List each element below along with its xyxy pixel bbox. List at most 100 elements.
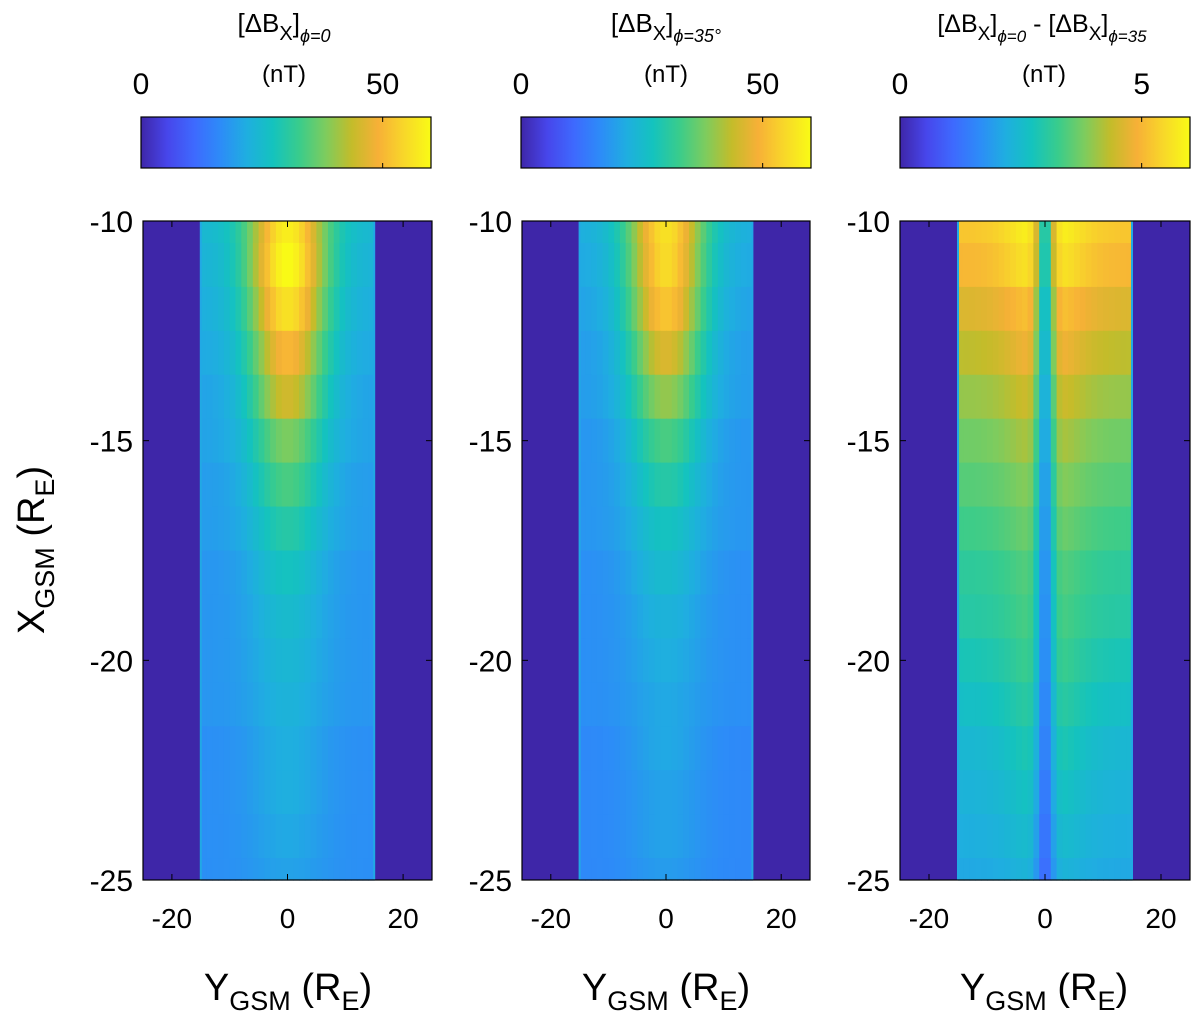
heatmap-cell: [1050, 221, 1058, 244]
heatmap-cell: [637, 286, 644, 332]
heatmap-cell: [333, 726, 341, 771]
heatmap-cell: [1091, 506, 1098, 552]
heatmap-cell: [1062, 726, 1069, 771]
heatmap-cell: [975, 242, 982, 288]
heatmap-cell: [1045, 506, 1052, 552]
heatmap-cell: [345, 770, 352, 815]
heatmap-cell: [322, 858, 329, 881]
heatmap-cell: [596, 221, 604, 244]
heatmap-cell: [602, 550, 609, 596]
heatmap-cell: [958, 550, 965, 596]
heatmap-cell: [654, 330, 661, 376]
heatmap-cell: [694, 374, 702, 420]
heatmap-cell: [247, 682, 254, 727]
heatmap-cell: [637, 374, 644, 420]
heatmap-cell: [666, 638, 673, 683]
heatmap-cell: [746, 682, 753, 727]
heatmap-cell: [654, 638, 661, 683]
heatmap-cell: [247, 858, 254, 881]
heatmap-cell: [1004, 418, 1011, 464]
heatmap-cell: [247, 374, 254, 420]
heatmap-cell: [987, 638, 994, 683]
heatmap-cell: [1016, 506, 1023, 552]
heatmap-cell: [356, 462, 364, 508]
heatmap-cell: [740, 682, 748, 727]
heatmap-cell: [987, 814, 994, 859]
heatmap-cell: [304, 726, 312, 771]
heatmap-cell: [631, 286, 638, 332]
heatmap-cell: [235, 726, 242, 771]
heatmap-cell: [671, 770, 679, 815]
heatmap-cell: [316, 462, 323, 508]
heatmap-cell: [712, 858, 719, 881]
heatmap-cell: [218, 594, 225, 639]
heatmap-cell: [746, 770, 753, 815]
heatmap-cell: [969, 330, 976, 376]
heatmap-cell: [608, 814, 615, 859]
heatmap-cell: [637, 814, 644, 859]
heatmap-cell: [735, 330, 742, 376]
heatmap-cell: [1120, 418, 1127, 464]
heatmap-cell: [585, 814, 592, 859]
x-tick-label: 0: [658, 903, 674, 934]
heatmap-cell: [304, 594, 312, 639]
heatmap-cell: [729, 330, 736, 376]
heatmap-cell: [1016, 638, 1023, 683]
heatmap-cell: [299, 814, 306, 859]
heatmap-cell: [1021, 682, 1029, 727]
heatmap-cell: [712, 418, 719, 464]
heatmap-cell: [1045, 770, 1052, 815]
heatmap-cell: [631, 242, 638, 288]
heatmap-cell: [345, 726, 352, 771]
heatmap-cell: [637, 242, 644, 288]
heatmap-cell: [368, 550, 375, 596]
panel-3-x-axis-label: YGSM (RE): [960, 967, 1128, 1016]
heatmap-cell: [1126, 330, 1133, 376]
heatmap-cell: [1027, 462, 1034, 508]
heatmap-cell: [1062, 462, 1069, 508]
panel-3-heatmap: -10 -15 -20 -25 -20 0 20: [847, 206, 1191, 934]
heatmap-cell: [1033, 374, 1040, 420]
heatmap-cell: [1021, 221, 1029, 244]
heatmap-cell: [327, 770, 335, 815]
heatmap-cell: [998, 770, 1005, 815]
heatmap-cell: [235, 374, 242, 420]
heatmap-cell: [1091, 374, 1098, 420]
heatmap-cell: [1103, 594, 1110, 639]
heatmap-cell: [241, 550, 248, 596]
heatmap-cell: [591, 242, 598, 288]
heatmap-cell: [223, 594, 231, 639]
heatmap-cell: [247, 814, 254, 859]
heatmap-cell: [1027, 726, 1034, 771]
heatmap-cell: [958, 330, 965, 376]
heatmap-cell: [1074, 858, 1081, 881]
heatmap-cell: [218, 330, 225, 376]
panel-3-units: (nT): [1022, 61, 1066, 88]
heatmap-cell: [287, 221, 294, 244]
heatmap-cell: [223, 770, 231, 815]
heatmap-cell: [327, 858, 335, 881]
heatmap-cell: [579, 726, 586, 771]
heatmap-cell: [258, 506, 265, 552]
heatmap-cell: [368, 221, 375, 244]
heatmap-cell: [229, 770, 237, 815]
heatmap-cell: [270, 506, 277, 552]
heatmap-cell: [654, 858, 661, 881]
heatmap-cell: [677, 506, 684, 552]
heatmap-cell: [666, 330, 673, 376]
heatmap-cell: [700, 638, 707, 683]
heatmap-cell: [1039, 242, 1046, 288]
heatmap-cell: [235, 286, 242, 332]
heatmap-cell: [637, 462, 644, 508]
heatmap-cell: [322, 550, 329, 596]
heatmap-cell: [963, 858, 971, 881]
heatmap-cell: [281, 726, 289, 771]
heatmap-cell: [689, 770, 696, 815]
heatmap-cell: [712, 286, 719, 332]
heatmap-cell: [694, 814, 702, 859]
heatmap-cell: [700, 286, 707, 332]
heatmap-cell: [729, 594, 736, 639]
heatmap-cell: [1004, 462, 1011, 508]
heatmap-cell: [700, 858, 707, 881]
heatmap-cell: [229, 726, 237, 771]
